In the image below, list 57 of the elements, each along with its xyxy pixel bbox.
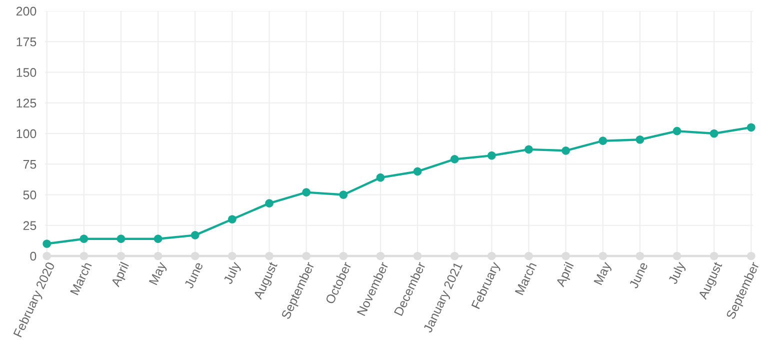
x-tick-label: June bbox=[628, 262, 648, 290]
point bbox=[450, 155, 459, 164]
y-tick-label: 150 bbox=[16, 68, 36, 77]
point bbox=[636, 252, 644, 260]
x-tick-label: June bbox=[184, 262, 204, 290]
point bbox=[42, 252, 52, 260]
point bbox=[228, 215, 236, 224]
x-tick-label: April bbox=[555, 262, 576, 288]
point bbox=[265, 252, 274, 260]
y-tick-label: 25 bbox=[23, 221, 36, 230]
point bbox=[265, 199, 274, 208]
x-tick-label: July bbox=[222, 260, 243, 286]
y-tick-label: 100 bbox=[16, 129, 36, 138]
point bbox=[710, 129, 718, 138]
point bbox=[488, 252, 496, 260]
y-tick-label: 200 bbox=[16, 6, 36, 16]
point bbox=[302, 188, 310, 196]
point bbox=[488, 151, 496, 160]
point bbox=[80, 234, 88, 244]
point bbox=[598, 136, 608, 146]
point bbox=[598, 252, 608, 260]
y-tick-label: 75 bbox=[23, 160, 36, 169]
point bbox=[636, 135, 644, 144]
point bbox=[116, 234, 126, 244]
point bbox=[413, 167, 422, 176]
point bbox=[116, 252, 126, 260]
point bbox=[376, 173, 385, 182]
point bbox=[228, 252, 236, 260]
y-tick-label: 175 bbox=[16, 38, 36, 46]
point bbox=[80, 252, 88, 260]
y-tick-label: 0 bbox=[30, 252, 36, 261]
point bbox=[154, 234, 162, 244]
point bbox=[190, 231, 200, 240]
point bbox=[562, 252, 570, 260]
x-tick-label: May bbox=[594, 261, 614, 286]
point bbox=[450, 252, 459, 260]
point bbox=[154, 252, 162, 260]
x-tick-label: July bbox=[668, 260, 688, 286]
point bbox=[413, 252, 422, 260]
point bbox=[672, 126, 682, 136]
point bbox=[746, 123, 756, 132]
y-tick-label: 125 bbox=[16, 98, 36, 108]
point bbox=[376, 252, 385, 260]
point bbox=[672, 252, 682, 260]
x-tick-label: April bbox=[110, 262, 132, 288]
point bbox=[190, 252, 200, 260]
point bbox=[42, 240, 52, 248]
point bbox=[339, 252, 348, 260]
y-tick-label: 50 bbox=[23, 190, 36, 200]
point bbox=[562, 146, 570, 155]
point bbox=[710, 252, 718, 260]
point bbox=[524, 145, 533, 154]
point bbox=[524, 252, 533, 260]
point bbox=[302, 252, 310, 260]
x-tick-label: May bbox=[148, 261, 169, 286]
point bbox=[339, 190, 348, 199]
point bbox=[746, 252, 756, 260]
